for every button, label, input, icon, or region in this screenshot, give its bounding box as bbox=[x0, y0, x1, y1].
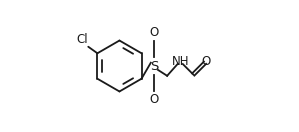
Text: O: O bbox=[202, 55, 211, 68]
Text: NH: NH bbox=[171, 55, 189, 68]
Text: Cl: Cl bbox=[76, 33, 88, 46]
Text: S: S bbox=[150, 60, 158, 72]
Text: O: O bbox=[150, 25, 159, 39]
Text: O: O bbox=[150, 93, 159, 107]
